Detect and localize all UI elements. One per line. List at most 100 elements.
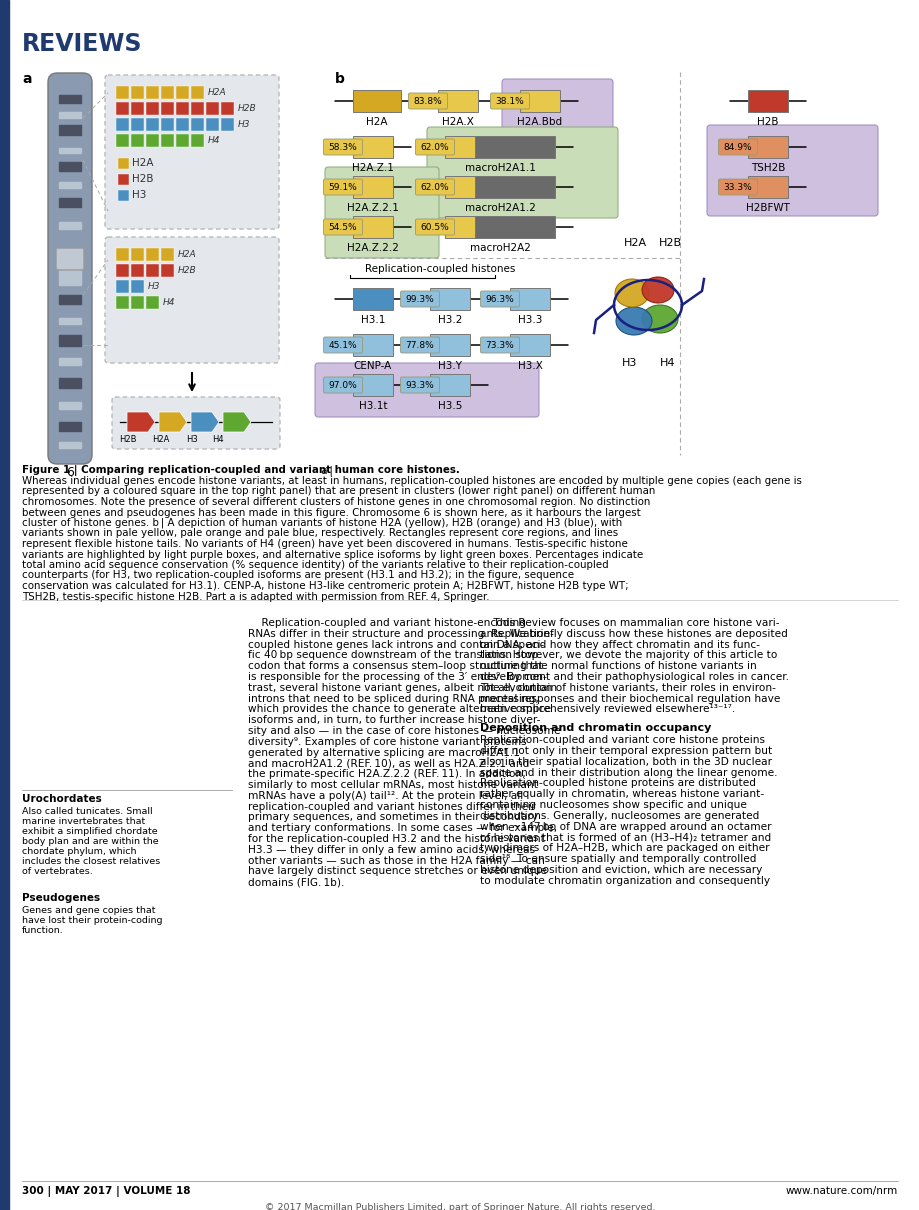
Bar xyxy=(130,280,144,293)
Bar xyxy=(445,136,474,159)
Bar xyxy=(161,264,174,277)
Text: represented by a coloured square in the top right panel) that are present in clu: represented by a coloured square in the … xyxy=(22,486,654,496)
Text: Replication-coupled histones: Replication-coupled histones xyxy=(365,264,515,273)
Text: H3: H3 xyxy=(131,190,146,201)
Text: 38.1%: 38.1% xyxy=(495,97,524,105)
Bar xyxy=(191,86,204,99)
Text: H2A.Z.1: H2A.Z.1 xyxy=(352,163,393,173)
Text: mental responses and their biochemical regulation have: mental responses and their biochemical r… xyxy=(480,693,779,703)
Bar xyxy=(59,318,81,324)
Text: replication-coupled and variant histones differ in their: replication-coupled and variant histones… xyxy=(248,801,535,812)
Text: includes the closest relatives: includes the closest relatives xyxy=(22,857,160,866)
Bar xyxy=(59,335,81,346)
Bar xyxy=(146,264,159,277)
Bar xyxy=(437,90,478,113)
Bar xyxy=(353,90,401,113)
Text: represent flexible histone tails. No variants of H4 (green) have yet been discov: represent flexible histone tails. No var… xyxy=(22,538,627,549)
Text: CENP-A: CENP-A xyxy=(354,361,391,371)
Bar xyxy=(130,86,144,99)
FancyBboxPatch shape xyxy=(502,79,612,129)
Bar xyxy=(176,134,188,146)
Text: H3.5: H3.5 xyxy=(437,401,461,411)
Bar xyxy=(116,102,129,115)
Text: of vertebrates.: of vertebrates. xyxy=(22,868,93,876)
Bar xyxy=(146,134,159,146)
Ellipse shape xyxy=(614,280,648,307)
Text: H2B: H2B xyxy=(238,104,256,113)
Text: development and their pathophysiological roles in cancer.: development and their pathophysiological… xyxy=(480,672,789,682)
Bar xyxy=(146,86,159,99)
Bar xyxy=(509,334,550,356)
Text: macroH2A1.1: macroH2A1.1 xyxy=(464,163,535,173)
Text: a: a xyxy=(22,73,31,86)
Bar xyxy=(747,175,788,198)
FancyBboxPatch shape xyxy=(314,363,539,417)
Text: H2A.Z.2.2: H2A.Z.2.2 xyxy=(346,243,399,253)
Text: mRNAs have a poly(A) tail¹². At the protein level, all: mRNAs have a poly(A) tail¹². At the prot… xyxy=(248,791,523,801)
FancyBboxPatch shape xyxy=(718,139,756,155)
Text: H4: H4 xyxy=(208,136,221,145)
FancyBboxPatch shape xyxy=(706,125,877,217)
Text: between genes and pseudogenes has been made in this figure. Chromosome 6 is show: between genes and pseudogenes has been m… xyxy=(22,507,640,518)
Text: H2B: H2B xyxy=(756,117,777,127)
Bar xyxy=(191,134,204,146)
Bar xyxy=(59,125,81,136)
Bar xyxy=(130,264,144,277)
Text: trast, several histone variant genes, albeit not all, contain: trast, several histone variant genes, al… xyxy=(248,682,557,693)
Bar xyxy=(0,0,9,1210)
Text: Pseudogenes: Pseudogenes xyxy=(22,893,100,903)
Text: side¹⁸. To ensure spatially and temporally controlled: side¹⁸. To ensure spatially and temporal… xyxy=(480,854,755,864)
Text: have lost their protein-coding: have lost their protein-coding xyxy=(22,916,163,924)
Bar xyxy=(59,221,81,229)
Text: on DNA, and how they affect chromatin and its func-: on DNA, and how they affect chromatin an… xyxy=(480,640,759,650)
Bar xyxy=(59,402,81,409)
Bar xyxy=(130,296,144,309)
Text: other variants — such as those in the H2A family — can: other variants — such as those in the H2… xyxy=(248,855,544,865)
Bar xyxy=(161,86,174,99)
Text: for the replication-coupled H3.2 and the histone variant: for the replication-coupled H3.2 and the… xyxy=(248,834,544,845)
Text: macroH2A1.2: macroH2A1.2 xyxy=(464,203,535,213)
Bar xyxy=(747,90,788,113)
Bar xyxy=(59,265,81,286)
Text: total amino acid sequence conservation (% sequence identity) of the variants rel: total amino acid sequence conservation (… xyxy=(22,560,608,570)
Text: 84.9%: 84.9% xyxy=(723,143,752,151)
FancyBboxPatch shape xyxy=(480,290,519,307)
Bar xyxy=(221,119,233,131)
Text: H2A.X: H2A.X xyxy=(442,117,473,127)
Text: 58.3%: 58.3% xyxy=(328,143,357,151)
Text: 83.8%: 83.8% xyxy=(414,97,442,105)
Text: H3.Y: H3.Y xyxy=(437,361,461,371)
Text: containing nucleosomes show specific and unique: containing nucleosomes show specific and… xyxy=(480,800,746,809)
Bar xyxy=(353,334,392,356)
Text: H3.X: H3.X xyxy=(517,361,542,371)
Text: © 2017 Macmillan Publishers Limited, part of Springer Nature. All rights reserve: © 2017 Macmillan Publishers Limited, par… xyxy=(265,1203,654,1210)
Text: counterparts (for H3, two replication-coupled isoforms are present (H3.1 and H3.: counterparts (for H3, two replication-co… xyxy=(22,570,573,581)
FancyBboxPatch shape xyxy=(112,397,279,449)
Text: coupled histone genes lack introns and contain a speci-: coupled histone genes lack introns and c… xyxy=(248,640,544,650)
FancyBboxPatch shape xyxy=(480,338,519,353)
Text: H3: H3 xyxy=(148,282,160,290)
Bar xyxy=(161,134,174,146)
Text: rather equally in chromatin, whereas histone variant-: rather equally in chromatin, whereas his… xyxy=(480,789,764,799)
Text: H4: H4 xyxy=(660,358,675,368)
Text: H3.1: H3.1 xyxy=(360,315,385,325)
FancyBboxPatch shape xyxy=(400,378,439,393)
Text: 60.5%: 60.5% xyxy=(420,223,448,231)
Text: 73.3%: 73.3% xyxy=(485,340,514,350)
Bar xyxy=(474,217,554,238)
Bar xyxy=(146,248,159,261)
Text: also in their spatial localization, both in the 3D nuclear: also in their spatial localization, both… xyxy=(480,756,771,767)
Bar xyxy=(130,119,144,131)
Bar xyxy=(59,422,81,431)
Text: H3.3: H3.3 xyxy=(517,315,541,325)
Text: and tertiary conformations. In some cases — for example,: and tertiary conformations. In some case… xyxy=(248,823,557,834)
Text: distributions. Generally, nucleosomes are generated: distributions. Generally, nucleosomes ar… xyxy=(480,811,758,820)
FancyBboxPatch shape xyxy=(400,290,439,307)
Text: H2A: H2A xyxy=(177,250,197,259)
FancyBboxPatch shape xyxy=(415,219,454,235)
Text: marine invertebrates that: marine invertebrates that xyxy=(22,817,145,826)
Bar xyxy=(206,119,219,131)
Text: chordate phylum, which: chordate phylum, which xyxy=(22,847,136,855)
Text: H3.3 — they differ in only a few amino acids, whereas: H3.3 — they differ in only a few amino a… xyxy=(248,845,535,854)
FancyBboxPatch shape xyxy=(408,93,447,109)
